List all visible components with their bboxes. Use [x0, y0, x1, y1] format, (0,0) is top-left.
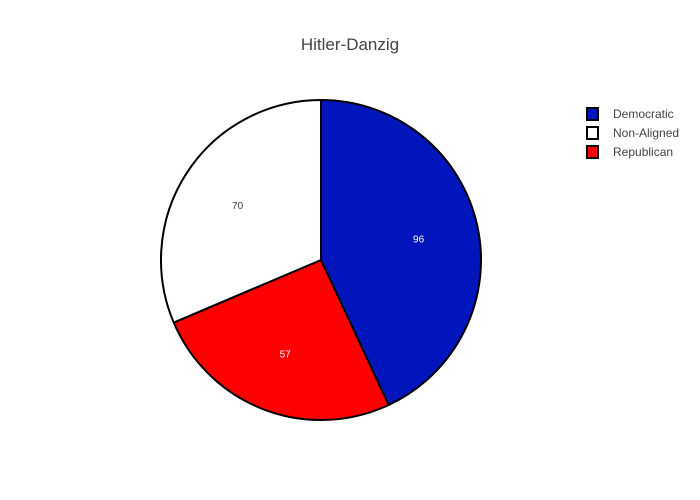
- legend-item-non-aligned[interactable]: Non-Aligned: [586, 126, 679, 140]
- chart-title: Hitler-Danzig: [301, 35, 399, 54]
- pie-slice-value-non-aligned: 70: [232, 201, 244, 212]
- legend-label-republican: Republican: [613, 145, 673, 159]
- legend: Democratic Non-Aligned Republican: [586, 107, 679, 159]
- pie-slice-non-aligned: [159, 99, 322, 324]
- pie-slice-democratic: [320, 99, 482, 406]
- legend-label-non-aligned: Non-Aligned: [613, 126, 679, 140]
- legend-label-democratic: Democratic: [613, 107, 674, 121]
- legend-item-democratic[interactable]: Democratic: [586, 107, 674, 121]
- pie-slice-value-republican: 57: [280, 349, 292, 360]
- pie-slice-labels: 96 57 70: [232, 201, 425, 361]
- legend-swatch-democratic: [586, 107, 599, 121]
- pie-slices: [159, 99, 482, 421]
- legend-swatch-non-aligned: [586, 126, 599, 140]
- pie-slice-value-democratic: 96: [413, 234, 425, 245]
- legend-item-republican[interactable]: Republican: [586, 145, 673, 159]
- legend-swatch-republican: [586, 145, 599, 159]
